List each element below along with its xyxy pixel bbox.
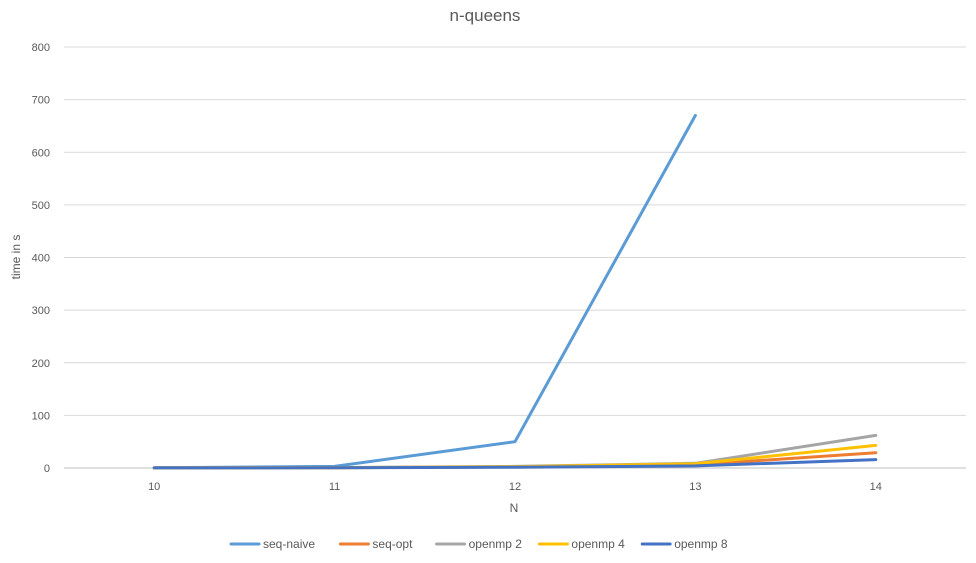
legend-label: seq-opt [372, 537, 413, 551]
y-tick-label: 700 [32, 95, 50, 107]
legend: seq-naive seq-opt openmp 2 openmp 4 openmp 8 [229, 537, 728, 551]
y-tick-label: 300 [32, 305, 50, 317]
x-axis-label: N [510, 501, 519, 515]
y-tick-label: 200 [32, 358, 50, 370]
legend-item: seq-naive [229, 537, 315, 551]
series-lines [152, 113, 878, 470]
legend-item: seq-opt [338, 537, 413, 551]
y-tick-label: 400 [32, 253, 50, 265]
series-line-openmp-8 [152, 458, 878, 470]
legend-item: openmp 8 [640, 537, 728, 551]
gridlines [64, 46, 966, 469]
y-tick-label: 600 [32, 147, 50, 159]
legend-item: openmp 4 [537, 537, 625, 551]
y-tick-label: 0 [44, 463, 50, 475]
legend-label: seq-naive [263, 537, 315, 551]
x-tick-label: 11 [329, 481, 340, 493]
x-tick-label: 14 [870, 481, 882, 493]
y-tick-label: 100 [32, 410, 50, 422]
x-tick-label: 10 [148, 481, 160, 493]
x-tick-label: 12 [509, 481, 521, 493]
y-tick-label: 500 [32, 200, 50, 212]
y-tick-label: 800 [32, 42, 50, 54]
tick-labels: 0 100 200 300 400 500 600 700 800 10 11 12 13 14 [32, 42, 882, 493]
legend-label: openmp 8 [674, 537, 728, 551]
y-axis-label: time in s [9, 235, 23, 280]
legend-label: openmp 2 [469, 537, 523, 551]
legend-item: openmp 2 [435, 537, 523, 551]
chart-title: n-queens [450, 6, 521, 25]
legend-label: openmp 4 [571, 537, 625, 551]
x-tick-label: 13 [689, 481, 701, 493]
